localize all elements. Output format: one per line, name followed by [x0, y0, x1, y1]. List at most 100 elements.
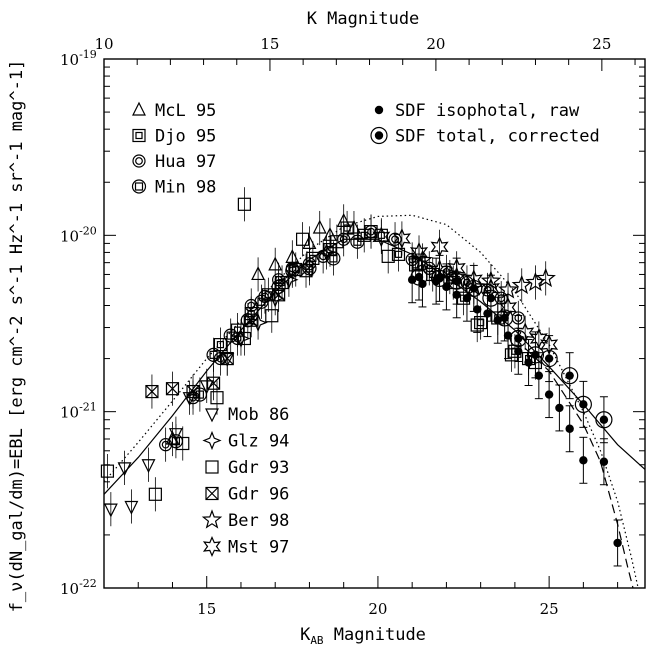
legend-bottom-label: Gdr 96	[228, 485, 289, 505]
data-points	[100, 187, 622, 567]
point-mst-97	[516, 322, 535, 344]
point-hua-97	[337, 232, 351, 246]
model-curve-dashed	[514, 338, 634, 589]
point-sdf-isophotal-raw	[555, 403, 564, 413]
point-glz-94	[265, 288, 285, 308]
legend-tl-label: Min 98	[155, 178, 216, 198]
point-gdr-93	[237, 331, 251, 346]
point-mst-97	[409, 241, 429, 263]
point-sdf-total-corrected	[595, 411, 613, 429]
point-sdf-isophotal-raw	[579, 456, 588, 465]
legend-tl-symbol	[131, 179, 147, 194]
y-axis-title: f_ν(dN_gal/dm)=EBL [erg cm^-2 s^-1 Hz^-1…	[7, 60, 27, 613]
y-tick-exponent: -22	[79, 577, 97, 590]
bottom-axis-title-rest: Magnitude	[324, 625, 426, 645]
point-ber-98	[511, 274, 532, 295]
legend-bottom-symbol	[205, 460, 219, 474]
point-glz-94	[316, 242, 337, 263]
axis-labels: K Magnitude KAB Magnitude f_ν(dN_gal/dm)…	[7, 9, 426, 647]
y-tick-exponent: -20	[79, 224, 97, 237]
y-tick-exponent: -19	[79, 48, 97, 61]
point-mst-97	[392, 228, 411, 249]
legend-tr-symbol	[374, 105, 384, 115]
y-tick-label: 10-20	[60, 224, 97, 245]
y-tick-label: 10-21	[60, 401, 97, 422]
y-tick-base: 10	[60, 404, 79, 422]
legend-bottom-symbol	[202, 430, 222, 451]
point-hua-97	[511, 311, 525, 325]
legend-tr-symbol	[370, 126, 388, 145]
point-mst-97	[540, 334, 559, 356]
legend-bottom-symbol	[205, 408, 219, 423]
x-tick-label: 15	[197, 600, 216, 618]
point-djo-95	[391, 247, 406, 261]
legend-bottom-symbol	[201, 509, 223, 529]
point-glz-94	[248, 312, 268, 333]
point-djo-95	[521, 351, 536, 366]
point-min-98	[223, 328, 238, 343]
legend-bottom-label: Mst 97	[228, 538, 289, 558]
legend-bottom-symbol	[205, 486, 219, 501]
y-tick-base: 10	[60, 51, 79, 69]
point-mob-86	[141, 459, 156, 474]
point-ber-98	[429, 258, 450, 279]
point-mcl-95	[251, 266, 266, 281]
model-curves	[103, 214, 646, 589]
x2-tick-label: 15	[260, 35, 279, 53]
bottom-axis-title-main: K	[300, 625, 311, 645]
point-sdf-isophotal-raw	[407, 275, 417, 284]
x2-tick-label: 10	[94, 35, 113, 53]
point-mst-97	[498, 296, 518, 318]
point-mcl-95	[268, 256, 283, 271]
x-tick-label: 20	[368, 600, 387, 618]
point-mst-97	[447, 257, 466, 279]
point-gdr-96	[145, 384, 159, 399]
bottom-axis-title-sub: AB	[310, 634, 324, 647]
point-mcl-95	[346, 219, 361, 234]
point-gdr-93	[504, 348, 519, 362]
point-gdr-96	[186, 384, 200, 399]
y-tick-label: 10-19	[60, 48, 97, 69]
point-gdr-93	[364, 224, 378, 239]
plot-frame	[103, 58, 646, 589]
point-sdf-isophotal-raw	[483, 309, 492, 318]
legend: McL 95 Djo 95 Hua 97 Min 98 SDF isophotal, r…	[131, 101, 600, 558]
point-mst-97	[372, 226, 391, 248]
point-glz-94	[231, 328, 251, 349]
point-min-98	[350, 234, 365, 249]
point-sdf-isophotal-raw	[613, 538, 622, 548]
point-gdr-96	[244, 313, 258, 327]
legend-tr-label: SDF isophotal, raw	[395, 101, 580, 121]
y-tick-base: 10	[60, 580, 79, 598]
point-gdr-96	[220, 351, 234, 366]
point-gdr-93	[330, 235, 344, 249]
point-mst-97	[529, 328, 548, 349]
point-sdf-total-corrected	[561, 367, 579, 385]
point-gdr-93	[148, 487, 162, 501]
y-tick-exponent: -21	[79, 401, 97, 414]
legend-tl-symbol	[132, 101, 146, 116]
legend-tl-label: McL 95	[155, 101, 216, 121]
bottom-axis-title: KAB Magnitude	[300, 625, 426, 647]
point-djo-95	[456, 291, 471, 305]
point-mob-86	[103, 503, 118, 518]
legend-bottom-label: Glz 94	[228, 432, 289, 452]
point-sdf-isophotal-raw	[565, 424, 574, 433]
point-gdr-96	[272, 288, 286, 302]
point-sdf-isophotal-raw	[599, 457, 609, 466]
point-mst-97	[430, 236, 449, 258]
x2-tick-label: 20	[426, 35, 445, 53]
point-gdr-93	[176, 436, 190, 451]
point-mcl-95	[312, 219, 327, 234]
legend-tl-symbol	[132, 154, 146, 168]
point-mob-86	[168, 428, 183, 443]
point-gdr-96	[299, 264, 313, 278]
model-curve-solid	[103, 238, 646, 495]
top-axis-title: K Magnitude	[307, 9, 420, 29]
point-mst-97	[481, 277, 500, 299]
point-sdf-total-corrected	[574, 395, 592, 413]
legend-bottom-symbol	[202, 536, 222, 557]
x-tick-label: 25	[540, 600, 559, 618]
